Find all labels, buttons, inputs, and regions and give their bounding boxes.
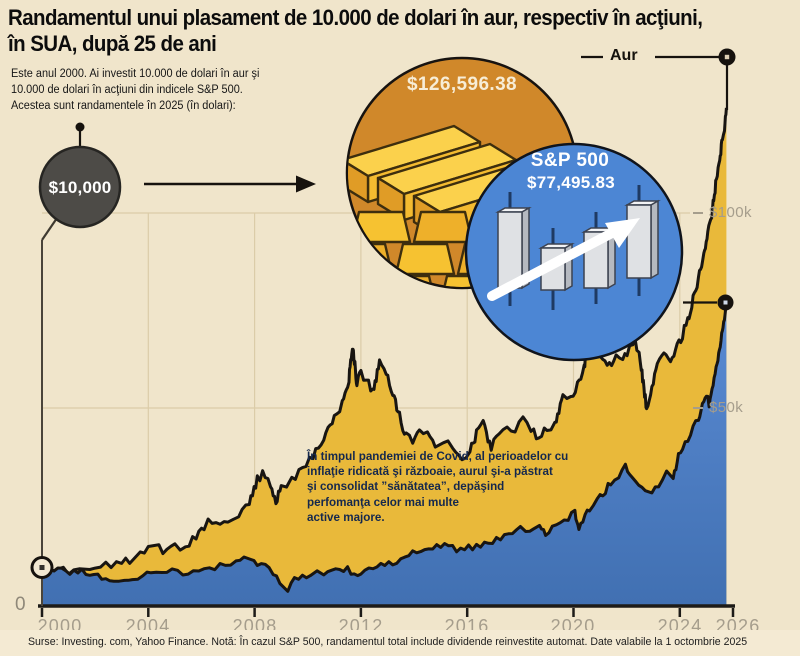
gold-endpoint-marker [718, 48, 736, 66]
y-tick-dashes [693, 212, 703, 409]
gold-value-label: $126,596.38 [406, 74, 518, 95]
y-axis-zero-label: 0 [15, 594, 26, 615]
initial-investment-bubble [38, 122, 122, 229]
gold-bars-icon [348, 124, 554, 287]
series-start-marker [30, 556, 54, 579]
candlestick-chart-icon [487, 185, 661, 310]
bubble-diagonal-connector [41, 217, 58, 241]
x-axis [38, 604, 735, 617]
sp500-endpoint-marker [717, 294, 734, 311]
source-note: Surse: Investing. com, Yahoo Finance. No… [28, 636, 748, 648]
gold-area-series [42, 107, 727, 606]
intro-text-line3: Acestea sunt randamentele în 2025 (în do… [11, 100, 236, 112]
covid-annotation: În timpul pandemiei de Covid, al perioad… [307, 449, 569, 524]
intro-text-line1: Este anul 2000. Ai investit 10.000 de do… [11, 68, 260, 80]
sp500-bubble [464, 142, 684, 362]
y-axis-label-100k: $100k [709, 204, 752, 221]
up-trend-arrow-icon [487, 218, 640, 301]
footer-strip [0, 630, 800, 656]
sp500-line-series [40, 301, 728, 593]
arrow-right-icon [144, 175, 316, 193]
gold-series-label: Aur [610, 47, 638, 64]
initial-investment-label: $10,000 [48, 178, 112, 197]
gold-line-series [40, 107, 728, 576]
intro-text-line2: 10.000 de dolari în acţiuni din indicele… [11, 84, 243, 96]
gold-endpoint-callout [581, 55, 729, 110]
sp500-area-series [42, 301, 727, 605]
page-title-line1: Randamentul unui plasament de 10.000 de … [8, 5, 703, 30]
sp500-value-label: $77,495.83 [526, 173, 616, 192]
page-title-line2: în SUA, după 25 de ani [8, 31, 217, 56]
y-axis-label-50k: $50k [709, 399, 744, 416]
sp500-name-label: S&P 500 [530, 150, 610, 171]
